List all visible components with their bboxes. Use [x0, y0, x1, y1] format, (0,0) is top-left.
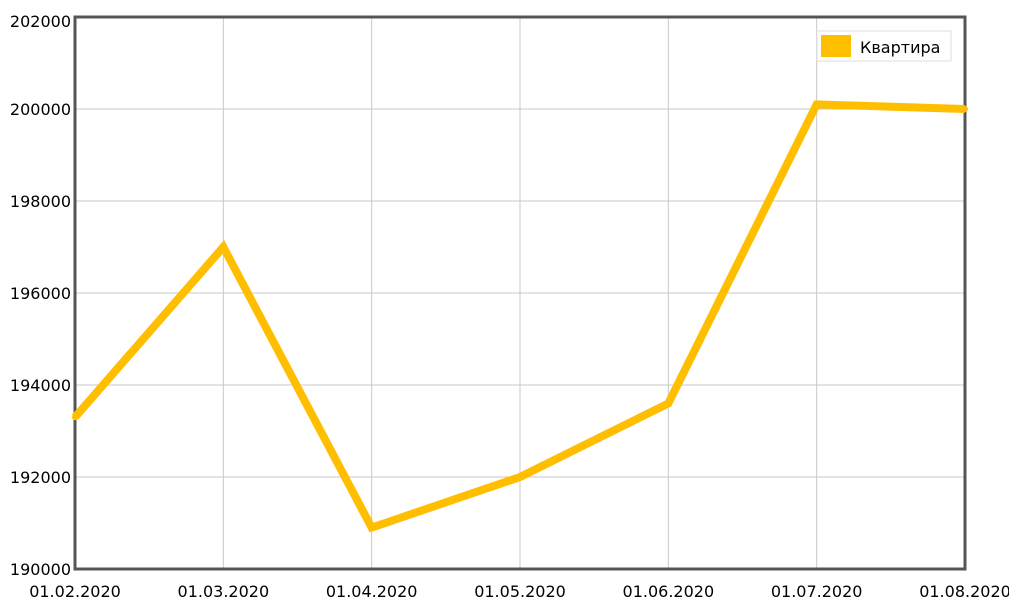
data-point	[962, 106, 968, 112]
data-point	[72, 414, 78, 421]
y-tick-label: 192000	[10, 468, 71, 487]
y-tick-label: 202000	[10, 12, 71, 31]
data-point	[220, 244, 227, 250]
data-point	[517, 474, 523, 480]
legend-label: Квартира	[860, 38, 940, 57]
plot-frame	[73, 15, 967, 571]
data-point	[665, 400, 672, 407]
x-tick-label: 01.06.2020	[623, 582, 715, 601]
x-tick-label: 01.03.2020	[178, 582, 270, 601]
y-axis-ticks: 190000 192000 194000 196000 198000 200000 2020…	[10, 12, 71, 579]
y-tick-label: 194000	[10, 376, 71, 395]
x-tick-label: 01.08.2020	[919, 582, 1009, 601]
x-tick-label: 01.05.2020	[474, 582, 566, 601]
x-axis-ticks: 01.02.2020 01.03.2020 01.04.2020 01.05.2020…	[29, 582, 1009, 601]
y-tick-label: 190000	[10, 560, 71, 579]
x-tick-label: 01.04.2020	[326, 582, 418, 601]
legend-swatch	[821, 35, 851, 57]
x-tick-label: 01.02.2020	[29, 582, 121, 601]
data-point	[368, 524, 375, 531]
x-tick-label: 01.07.2020	[771, 582, 863, 601]
y-tick-label: 200000	[10, 100, 71, 119]
y-tick-label: 198000	[10, 192, 71, 211]
y-tick-label: 196000	[10, 284, 71, 303]
grid-lines	[74, 16, 966, 570]
series-layer	[71, 100, 968, 533]
data-point	[813, 101, 820, 108]
legend: Квартира	[816, 30, 952, 62]
